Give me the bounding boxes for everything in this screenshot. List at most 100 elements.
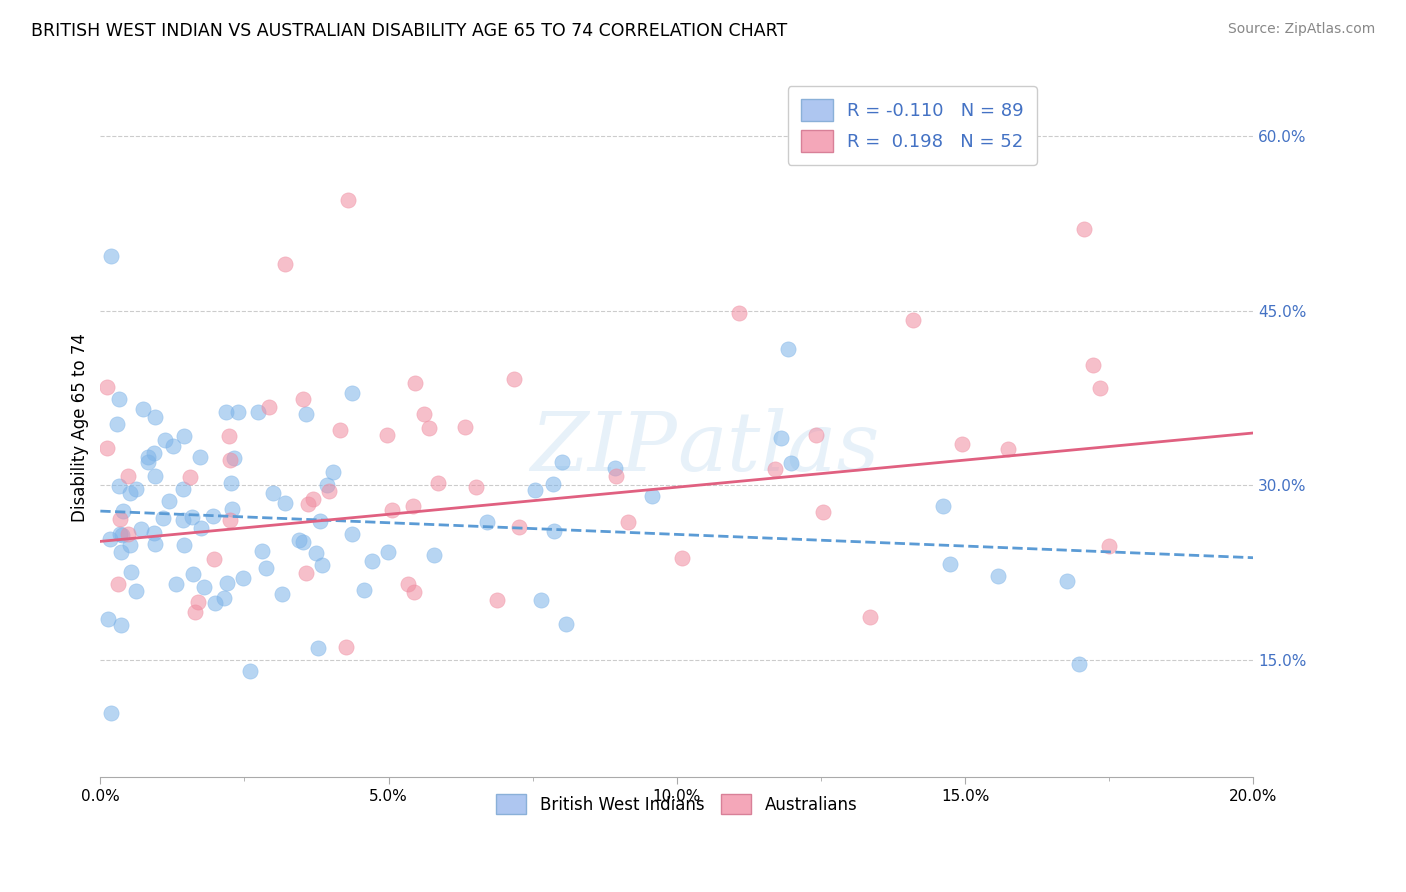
Point (110, 545, 132, 559)
Point (219, 452, 242, 467)
Point (217, 576, 239, 591)
Point (295, 407, 318, 421)
Point (1081, 358, 1104, 372)
Point (108, 527, 131, 541)
Point (423, 549, 446, 563)
Point (1056, 574, 1078, 588)
Point (769, 431, 792, 445)
Point (502, 372, 524, 386)
Text: Source: ZipAtlas.com: Source: ZipAtlas.com (1227, 22, 1375, 37)
Text: BRITISH WEST INDIAN VS AUSTRALIAN DISABILITY AGE 65 TO 74 CORRELATION CHART: BRITISH WEST INDIAN VS AUSTRALIAN DISABI… (31, 22, 787, 40)
Point (377, 544, 399, 558)
Point (322, 465, 344, 479)
Point (427, 476, 450, 491)
Point (271, 587, 294, 601)
Point (287, 533, 309, 547)
Point (179, 470, 201, 484)
Point (257, 401, 280, 415)
Point (523, 483, 546, 497)
Point (413, 407, 436, 421)
Point (105, 417, 128, 431)
Point (159, 493, 181, 508)
Point (950, 437, 973, 451)
Point (530, 593, 553, 607)
Point (107, 392, 129, 406)
Point (418, 420, 440, 434)
Point (641, 489, 664, 503)
Point (239, 664, 262, 678)
Point (402, 585, 425, 599)
Point (97, 612, 120, 626)
Point (806, 428, 828, 442)
Point (987, 568, 1010, 582)
Point (931, 500, 953, 514)
Point (96, 442, 118, 456)
Point (763, 462, 786, 476)
Point (132, 402, 155, 417)
Point (117, 527, 139, 541)
Point (811, 505, 834, 519)
Point (212, 591, 235, 605)
Point (307, 640, 329, 655)
Point (901, 312, 924, 326)
Y-axis label: Disability Age 65 to 74: Disability Age 65 to 74 (72, 333, 89, 522)
Point (337, 193, 360, 207)
Point (541, 477, 564, 491)
Point (1090, 381, 1112, 395)
Point (129, 522, 152, 536)
Point (291, 392, 314, 407)
Point (329, 423, 352, 437)
Point (204, 596, 226, 610)
Point (215, 405, 238, 419)
Point (342, 386, 364, 401)
Point (111, 528, 134, 542)
Point (193, 580, 215, 594)
Point (247, 405, 270, 419)
Point (188, 450, 211, 465)
Point (143, 537, 166, 551)
Point (616, 515, 638, 529)
Point (138, 450, 160, 464)
Point (292, 535, 315, 549)
Point (779, 456, 801, 470)
Point (555, 617, 578, 632)
Point (318, 483, 340, 498)
Point (305, 546, 328, 560)
Point (107, 577, 129, 591)
Point (250, 544, 273, 558)
Point (183, 566, 205, 581)
Point (162, 439, 184, 453)
Point (477, 516, 499, 530)
Point (464, 480, 486, 494)
Point (173, 538, 195, 552)
Point (100, 706, 122, 720)
Point (108, 512, 131, 526)
Point (274, 496, 297, 510)
Point (295, 566, 318, 580)
Point (311, 558, 333, 572)
Point (262, 486, 284, 500)
Point (219, 475, 242, 490)
Point (172, 514, 194, 528)
Point (226, 405, 249, 419)
Point (671, 551, 693, 566)
Point (202, 552, 225, 566)
Point (1073, 222, 1095, 236)
Point (508, 519, 530, 533)
Point (125, 584, 148, 599)
Point (1098, 540, 1121, 554)
Point (96, 379, 118, 393)
Point (543, 524, 565, 538)
Point (254, 561, 277, 575)
Point (335, 640, 357, 654)
Point (404, 376, 426, 390)
Point (98, 533, 121, 547)
Point (153, 434, 176, 448)
Point (939, 558, 962, 572)
Point (727, 306, 749, 320)
Point (274, 257, 297, 271)
Point (218, 429, 240, 443)
Point (172, 482, 194, 496)
Point (165, 577, 187, 591)
Point (776, 343, 799, 357)
